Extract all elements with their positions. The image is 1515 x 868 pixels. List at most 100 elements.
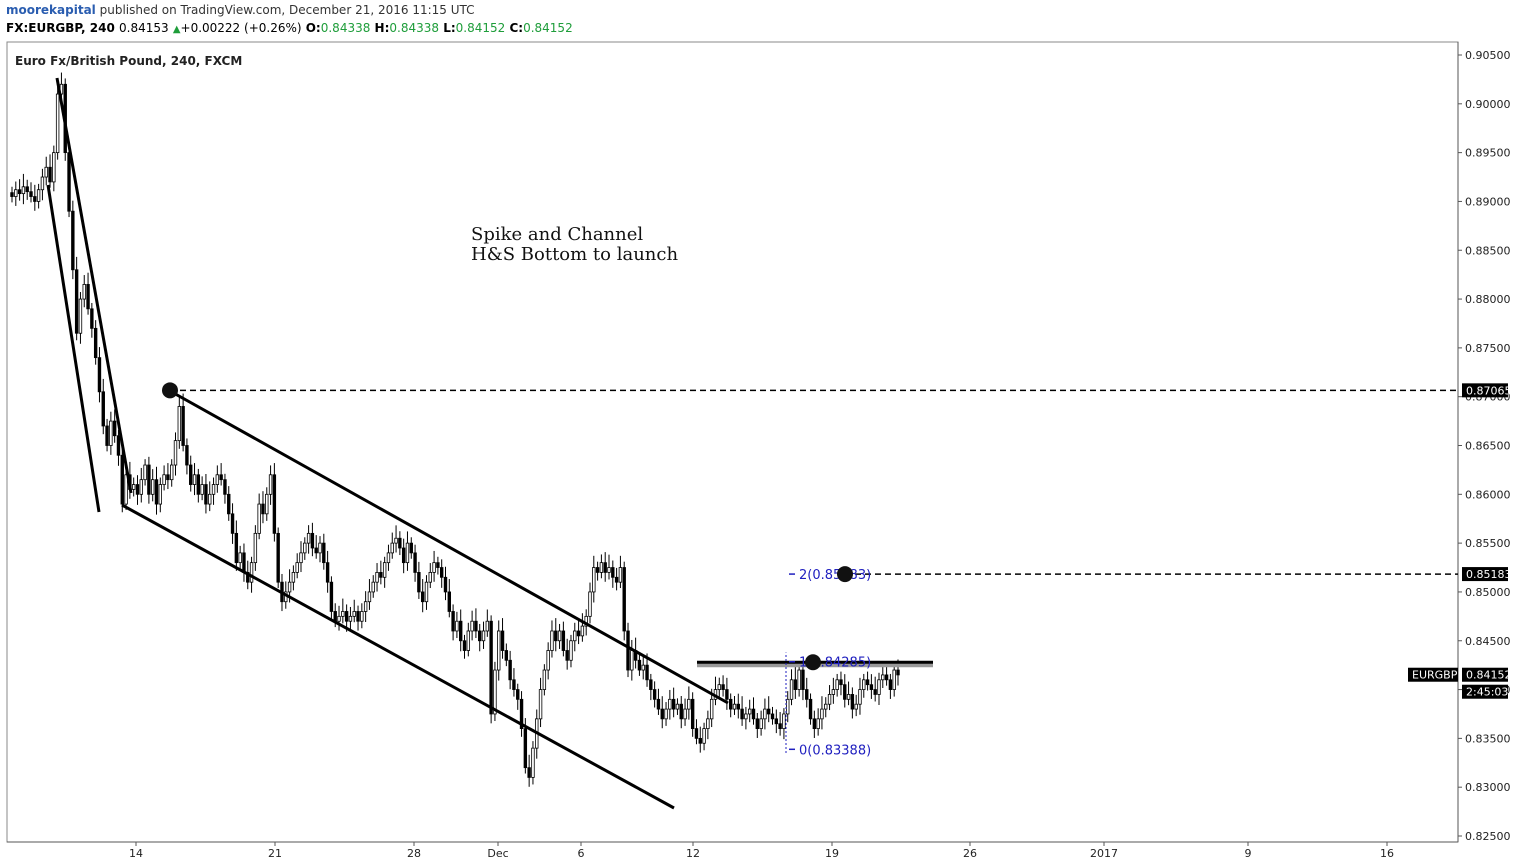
candle-body	[139, 479, 143, 495]
author-name[interactable]: moorekapital	[6, 3, 96, 17]
y-tick-label: 0.86500	[1465, 440, 1511, 453]
candle-body	[208, 493, 212, 505]
candle-body	[588, 591, 592, 617]
channel-lower-line[interactable]	[121, 503, 675, 810]
candle-body	[170, 464, 174, 481]
candle-body	[303, 542, 307, 554]
candle-body	[649, 679, 653, 690]
candle-body	[831, 689, 836, 695]
close-label: C:	[509, 21, 524, 35]
candle-body	[162, 474, 166, 485]
candle-body	[367, 591, 372, 603]
candle-body	[101, 391, 105, 427]
candle-body	[820, 708, 824, 720]
candle-body	[500, 630, 505, 651]
candle-body	[371, 581, 375, 593]
candle-body	[660, 708, 664, 720]
candle-body	[573, 630, 577, 642]
candle-body	[489, 620, 493, 715]
candle-body	[10, 192, 14, 197]
candle-body	[120, 454, 124, 505]
candle-body	[97, 357, 102, 393]
high-label: H:	[374, 21, 390, 35]
candle-body	[599, 562, 604, 573]
candle-body	[641, 664, 645, 671]
candle-body	[74, 269, 79, 334]
candle-body	[261, 503, 265, 515]
channel-upper-line[interactable]	[169, 389, 729, 705]
candle-body	[709, 698, 714, 720]
candle-body	[356, 611, 360, 622]
candle-body	[253, 532, 258, 564]
y-tick-label: 0.83000	[1465, 781, 1511, 794]
candle-body	[881, 674, 885, 681]
candle-body	[398, 537, 402, 549]
candle-body	[557, 630, 562, 642]
candle-body	[546, 650, 550, 671]
candle-body	[835, 679, 839, 690]
symbol-tag-text: EURGBP	[1412, 669, 1458, 682]
candle-body	[732, 703, 737, 710]
candle-body	[112, 420, 117, 437]
plot-frame	[6, 41, 1459, 843]
candle-body	[234, 532, 239, 564]
publish-date: published on TradingView.com, December 2…	[99, 3, 475, 17]
candle-body	[299, 552, 303, 564]
candle-body	[227, 493, 231, 515]
annotation-line-1: Spike and Channel	[471, 224, 643, 245]
candle-body	[459, 620, 463, 642]
candle-body	[44, 166, 48, 178]
candle-body	[865, 679, 870, 686]
candle-body	[550, 630, 554, 651]
candle-body	[626, 630, 630, 671]
candle-body	[375, 572, 379, 583]
candle-body	[493, 669, 497, 715]
pivot-marker[interactable]	[162, 382, 178, 399]
spike-trendline-lower[interactable]	[46, 184, 101, 513]
candle-body	[337, 615, 341, 622]
candle-body	[896, 669, 900, 676]
candle-body	[569, 640, 573, 661]
candle-body	[33, 196, 37, 202]
candle-body	[242, 552, 246, 573]
candle-body	[671, 698, 676, 710]
candle-body	[329, 581, 334, 612]
x-tick-label: Dec	[487, 847, 508, 860]
candle-body	[158, 484, 163, 505]
candle-body	[478, 630, 482, 642]
candle-body	[109, 420, 113, 446]
annotation-line-2: H&S Bottom to launch	[471, 244, 678, 265]
spike-trendline-upper[interactable]	[55, 77, 133, 494]
candle-body	[770, 713, 775, 720]
candle-body	[778, 723, 782, 730]
candle-body	[759, 718, 763, 730]
chart-title: Euro Fx/British Pound, 240, FXCM	[15, 54, 242, 68]
candle-body	[276, 532, 280, 583]
pivot-marker[interactable]	[837, 566, 853, 583]
candle-body	[595, 567, 600, 573]
y-tick-label: 0.85500	[1465, 537, 1511, 550]
candle-body	[257, 503, 261, 534]
candle-body	[645, 664, 649, 681]
candle-body	[873, 689, 877, 695]
y-tick-label: 0.86000	[1465, 488, 1511, 501]
x-tick-label: 9	[1245, 847, 1252, 860]
candle-body	[611, 567, 615, 578]
candle-body	[29, 191, 33, 197]
pivot-marker[interactable]	[805, 654, 821, 671]
y-tick-label: 0.83500	[1465, 732, 1511, 745]
x-tick-label: 2017	[1090, 847, 1118, 860]
price-change: +0.00222 (+0.26%)	[180, 21, 302, 35]
candle-body	[147, 464, 151, 495]
candle-body	[344, 611, 349, 622]
price-axis-label	[1462, 667, 1508, 682]
candle-body	[675, 703, 680, 710]
candle-body	[892, 669, 896, 690]
candle-body	[481, 630, 486, 642]
candle-body	[348, 615, 353, 622]
candle-body	[561, 630, 566, 651]
candle-body	[173, 440, 178, 466]
open-value: 0.84338	[320, 21, 371, 35]
x-tick-label: 28	[407, 847, 421, 860]
